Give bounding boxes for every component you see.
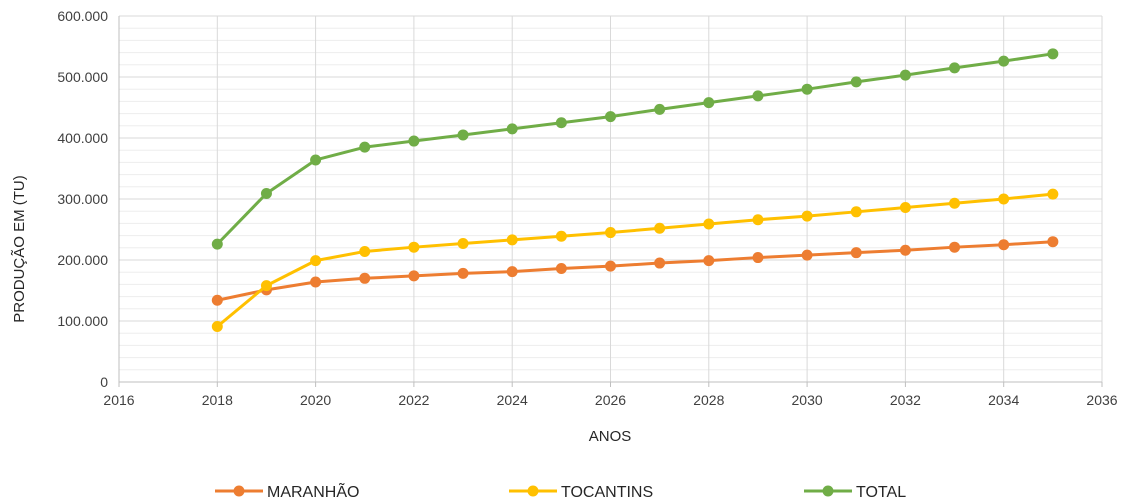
series-line-maranh-o xyxy=(215,240,1055,302)
data-point-maranh-o xyxy=(949,241,961,253)
data-point-maranh-o xyxy=(654,257,666,269)
data-point-maranh-o xyxy=(408,270,420,282)
x-tick-label: 2024 xyxy=(497,392,528,408)
data-point-total xyxy=(359,141,371,153)
y-tick-label: 0 xyxy=(100,374,108,390)
data-point-total xyxy=(1047,48,1059,60)
data-point-tocantins xyxy=(260,280,272,292)
data-point-tocantins xyxy=(899,202,911,214)
series-group xyxy=(211,48,1059,332)
data-point-total xyxy=(260,188,272,200)
data-point-total xyxy=(211,238,223,250)
x-tick-label: 2036 xyxy=(1086,392,1117,408)
data-point-maranh-o xyxy=(998,239,1010,251)
x-tick-label: 2022 xyxy=(398,392,429,408)
data-point-total xyxy=(998,55,1010,67)
legend: MARANHÃO TOCANTINS TOTAL xyxy=(215,481,906,501)
data-point-maranh-o xyxy=(752,252,764,264)
legend-label-tocantins: TOCANTINS xyxy=(561,484,653,501)
y-tick-label: 600.000 xyxy=(57,8,108,24)
data-point-total xyxy=(949,62,961,74)
x-tick-label: 2034 xyxy=(988,392,1019,408)
data-point-maranh-o xyxy=(801,249,813,261)
data-point-tocantins xyxy=(998,193,1010,205)
data-point-maranh-o xyxy=(310,276,322,288)
x-tick-label: 2026 xyxy=(595,392,626,408)
series-line-tocantins xyxy=(215,192,1055,328)
y-tick-label: 500.000 xyxy=(57,69,108,85)
data-point-tocantins xyxy=(359,245,371,257)
data-point-tocantins xyxy=(801,210,813,222)
data-point-maranh-o xyxy=(359,272,371,284)
data-point-tocantins xyxy=(949,197,961,209)
legend-marker-maranh-o xyxy=(233,485,245,497)
data-point-maranh-o xyxy=(457,267,469,279)
legend-label-maranh-o: MARANHÃO xyxy=(267,481,359,501)
x-axis-title: ANOS xyxy=(589,428,632,445)
data-point-maranh-o xyxy=(703,255,715,267)
x-tick-labels: 2016 2018 2020 2022 2024 2026 2028 2030 2032 2034… xyxy=(103,392,1117,408)
data-point-tocantins xyxy=(654,222,666,234)
data-point-maranh-o xyxy=(506,266,518,278)
y-tick-labels: 0 100.000 200.000 300.000 400.000 500.000 600.… xyxy=(57,8,108,390)
data-point-tocantins xyxy=(752,214,764,226)
data-point-tocantins xyxy=(506,234,518,246)
data-point-total xyxy=(408,135,420,147)
y-tick-label: 100.000 xyxy=(57,313,108,329)
data-point-total xyxy=(654,103,666,115)
y-tick-label: 400.000 xyxy=(57,130,108,146)
data-point-tocantins xyxy=(310,255,322,267)
data-point-tocantins xyxy=(605,227,616,239)
data-point-total xyxy=(310,154,322,166)
data-point-maranh-o xyxy=(850,247,862,259)
x-tick-label: 2018 xyxy=(202,392,233,408)
legend-marker-tocantins xyxy=(527,485,539,497)
data-point-maranh-o xyxy=(1047,236,1059,248)
data-point-total xyxy=(752,90,764,102)
data-point-tocantins xyxy=(1047,188,1059,200)
data-point-tocantins xyxy=(555,230,567,242)
data-point-total xyxy=(605,111,616,123)
legend-marker-total xyxy=(822,485,834,497)
data-point-total xyxy=(506,123,518,135)
data-point-tocantins xyxy=(457,238,469,250)
data-point-maranh-o xyxy=(605,260,616,272)
data-point-total xyxy=(703,97,715,109)
data-point-total xyxy=(457,129,469,141)
y-tick-label: 200.000 xyxy=(57,252,108,268)
data-point-total xyxy=(801,83,813,95)
legend-label-total: TOTAL xyxy=(856,484,906,501)
data-point-maranh-o xyxy=(211,294,223,306)
x-tick-label: 2020 xyxy=(300,392,331,408)
data-point-maranh-o xyxy=(555,263,567,275)
x-tick-label: 2030 xyxy=(792,392,823,408)
y-axis-title: PRODUÇÃO EM (TU) xyxy=(11,175,28,323)
x-tick-label: 2028 xyxy=(693,392,724,408)
axes xyxy=(118,16,1103,387)
data-point-tocantins xyxy=(211,320,223,332)
data-point-tocantins xyxy=(850,206,862,218)
data-point-total xyxy=(555,117,567,129)
x-tick-label: 2016 xyxy=(103,392,134,408)
data-point-maranh-o xyxy=(899,244,911,256)
data-point-total xyxy=(850,76,862,88)
data-point-total xyxy=(899,69,911,81)
series-line-total xyxy=(215,52,1055,246)
data-point-tocantins xyxy=(703,218,715,230)
y-tick-label: 300.000 xyxy=(57,191,108,207)
data-point-tocantins xyxy=(408,241,420,253)
x-tick-label: 2032 xyxy=(890,392,921,408)
